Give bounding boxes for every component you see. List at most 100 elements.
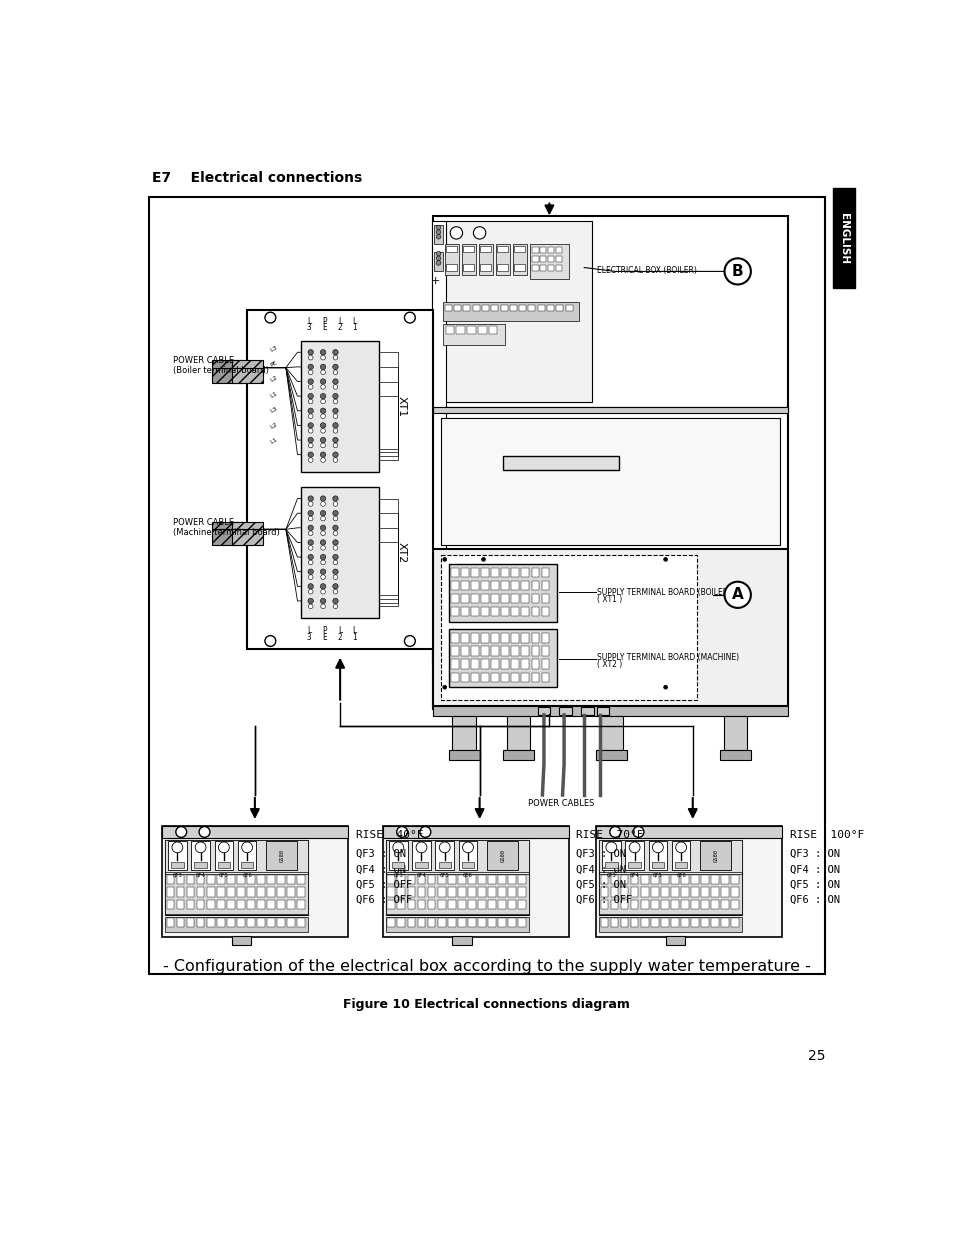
Circle shape bbox=[308, 364, 313, 369]
Bar bbox=[236, 918, 245, 927]
Text: ( XT2 ): ( XT2 ) bbox=[597, 661, 622, 669]
Bar bbox=[640, 876, 648, 884]
Circle shape bbox=[308, 510, 313, 516]
Bar bbox=[596, 751, 626, 760]
Bar bbox=[417, 900, 425, 909]
Circle shape bbox=[663, 557, 667, 561]
Bar bbox=[468, 888, 476, 897]
Bar bbox=[598, 873, 741, 914]
Bar bbox=[497, 246, 508, 252]
Text: QF6 : ON: QF6 : ON bbox=[789, 895, 839, 905]
Bar bbox=[720, 876, 728, 884]
Bar bbox=[417, 888, 425, 897]
Bar bbox=[691, 900, 699, 909]
Circle shape bbox=[609, 826, 620, 837]
Bar bbox=[480, 659, 488, 668]
Bar bbox=[530, 245, 568, 279]
Circle shape bbox=[333, 584, 337, 589]
Text: QF5: QF5 bbox=[439, 872, 449, 877]
Circle shape bbox=[320, 356, 325, 359]
Bar bbox=[448, 564, 557, 621]
Circle shape bbox=[308, 384, 313, 389]
Bar bbox=[176, 876, 184, 884]
Bar bbox=[382, 826, 568, 937]
Text: +: + bbox=[431, 275, 439, 285]
Bar bbox=[463, 246, 474, 252]
Circle shape bbox=[436, 225, 440, 230]
Text: QF3: QF3 bbox=[606, 872, 616, 877]
Text: E: E bbox=[322, 634, 327, 642]
Bar bbox=[517, 918, 525, 927]
Bar bbox=[471, 594, 478, 603]
Bar bbox=[176, 888, 184, 897]
Circle shape bbox=[333, 364, 337, 369]
Bar bbox=[660, 876, 668, 884]
Circle shape bbox=[333, 422, 337, 429]
Bar bbox=[460, 608, 468, 616]
Bar bbox=[451, 580, 458, 590]
Bar bbox=[407, 876, 415, 884]
Bar bbox=[628, 862, 640, 868]
Circle shape bbox=[308, 604, 313, 609]
Bar bbox=[437, 918, 445, 927]
Bar bbox=[247, 900, 254, 909]
Circle shape bbox=[333, 399, 337, 404]
Bar bbox=[232, 359, 262, 375]
Bar bbox=[513, 245, 526, 275]
Bar bbox=[680, 876, 688, 884]
Bar bbox=[387, 888, 395, 897]
Circle shape bbox=[333, 408, 337, 414]
Text: L: L bbox=[352, 317, 356, 326]
Bar bbox=[227, 888, 234, 897]
Circle shape bbox=[333, 437, 337, 442]
Bar bbox=[596, 708, 608, 715]
Bar bbox=[187, 888, 194, 897]
Bar bbox=[227, 900, 234, 909]
Circle shape bbox=[333, 589, 337, 594]
Bar bbox=[456, 326, 464, 333]
Bar bbox=[457, 876, 465, 884]
Bar bbox=[541, 646, 549, 656]
Bar bbox=[407, 888, 415, 897]
Bar bbox=[511, 608, 518, 616]
Bar bbox=[604, 862, 617, 868]
Bar bbox=[451, 646, 458, 656]
Circle shape bbox=[333, 510, 337, 516]
Bar bbox=[537, 708, 550, 715]
Bar bbox=[720, 900, 728, 909]
Circle shape bbox=[308, 540, 313, 545]
Bar bbox=[481, 305, 488, 311]
Bar bbox=[232, 530, 262, 545]
Circle shape bbox=[436, 261, 440, 266]
Bar bbox=[640, 900, 648, 909]
Bar bbox=[506, 716, 530, 751]
Circle shape bbox=[320, 399, 325, 404]
Bar bbox=[287, 918, 294, 927]
Text: QF5: QF5 bbox=[219, 872, 229, 877]
Bar bbox=[227, 918, 234, 927]
Bar bbox=[491, 673, 498, 682]
Bar bbox=[266, 841, 297, 871]
Bar bbox=[415, 862, 427, 868]
Bar bbox=[517, 888, 525, 897]
Bar bbox=[207, 918, 214, 927]
Bar bbox=[471, 568, 478, 577]
Bar bbox=[598, 916, 741, 932]
Bar bbox=[477, 876, 485, 884]
Text: XT2: XT2 bbox=[396, 542, 407, 563]
Bar bbox=[267, 888, 274, 897]
Bar bbox=[511, 594, 518, 603]
Bar bbox=[620, 900, 628, 909]
Bar bbox=[454, 305, 460, 311]
Circle shape bbox=[663, 685, 667, 689]
Circle shape bbox=[308, 394, 313, 399]
Bar bbox=[165, 840, 308, 872]
Circle shape bbox=[308, 546, 313, 550]
Bar bbox=[487, 841, 517, 871]
Bar bbox=[700, 888, 708, 897]
Text: P: P bbox=[322, 317, 327, 326]
Bar bbox=[214, 841, 233, 871]
Bar bbox=[460, 568, 468, 577]
Bar bbox=[511, 568, 518, 577]
Text: Figure 10 Electrical connections diagram: Figure 10 Electrical connections diagram bbox=[343, 998, 629, 1010]
